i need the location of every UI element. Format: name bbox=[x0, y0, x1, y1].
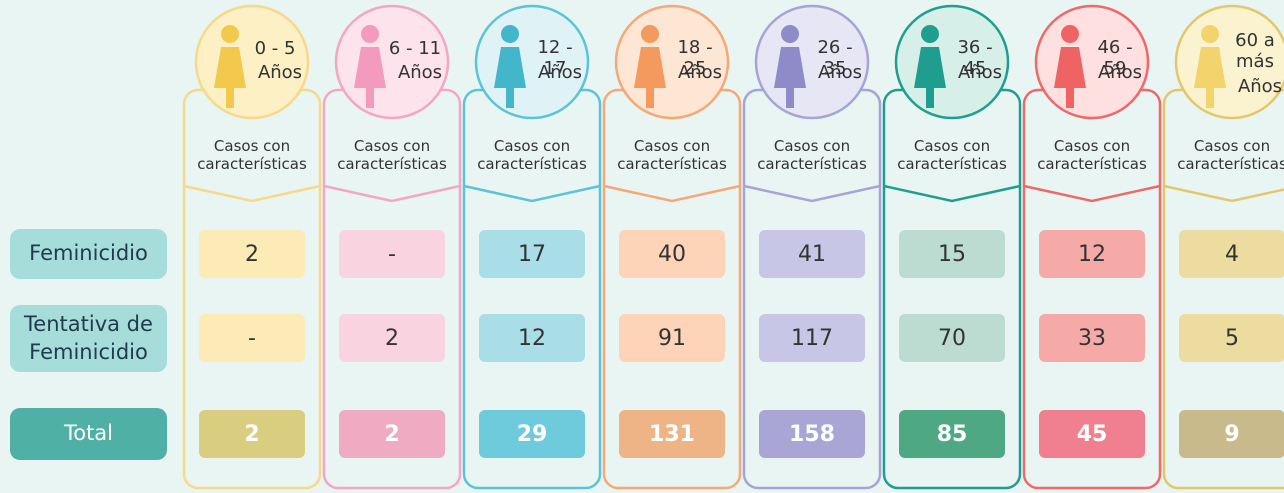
cell-value: 40 bbox=[619, 230, 725, 278]
cell-value: 41 bbox=[759, 230, 865, 278]
column-header: Casos con características bbox=[897, 137, 1007, 173]
cell-value: 91 bbox=[619, 314, 725, 362]
column-header: Casos con características bbox=[1177, 137, 1284, 173]
header-divider bbox=[1163, 184, 1284, 203]
figure-head bbox=[641, 25, 659, 43]
age-range: 12 - 17 bbox=[537, 37, 573, 78]
header-divider bbox=[463, 184, 601, 203]
column-header: Casos con características bbox=[1037, 137, 1147, 173]
figure-head bbox=[1201, 25, 1219, 43]
figure-head bbox=[921, 25, 939, 43]
header-divider bbox=[183, 184, 321, 203]
figure-head bbox=[781, 25, 799, 43]
cell-value: 33 bbox=[1039, 314, 1145, 362]
age-unit: Años bbox=[397, 61, 443, 83]
age-unit: Años bbox=[1237, 75, 1283, 97]
age-range: 6 - 11 bbox=[388, 37, 442, 59]
row-label: Tentativa de Feminicidio bbox=[10, 305, 167, 372]
column-header: Casos con características bbox=[757, 137, 867, 173]
column-header: Casos con características bbox=[197, 137, 307, 173]
figure-body bbox=[354, 47, 386, 108]
cell-value: 2 bbox=[199, 410, 305, 458]
cell-value: 117 bbox=[759, 314, 865, 362]
header-divider bbox=[1023, 184, 1161, 203]
figure-body bbox=[1054, 47, 1086, 108]
cell-value: 2 bbox=[339, 314, 445, 362]
figure-body bbox=[1194, 47, 1226, 108]
cell-value: 2 bbox=[199, 230, 305, 278]
figure-body bbox=[214, 47, 246, 108]
figure-body bbox=[494, 47, 526, 108]
age-range: 60 a más bbox=[1235, 30, 1275, 72]
age-unit: Años bbox=[537, 61, 583, 83]
cell-value: 15 bbox=[899, 230, 1005, 278]
age-range: 46 - 59 bbox=[1097, 37, 1133, 78]
age-unit: Años bbox=[257, 61, 303, 83]
header-divider bbox=[743, 184, 881, 203]
age-range: 26 - 35 bbox=[817, 37, 853, 78]
cell-value: 4 bbox=[1179, 230, 1284, 278]
cell-value: 85 bbox=[899, 410, 1005, 458]
figure-body bbox=[774, 47, 806, 108]
figure-head bbox=[361, 25, 379, 43]
age-unit: Años bbox=[677, 61, 723, 83]
cell-value: 12 bbox=[1039, 230, 1145, 278]
age-range: 36 - 45 bbox=[957, 37, 993, 78]
figure-head bbox=[221, 25, 239, 43]
cell-value: 45 bbox=[1039, 410, 1145, 458]
age-range: 0 - 5 bbox=[254, 37, 296, 59]
figure-body bbox=[914, 47, 946, 108]
figure-body bbox=[634, 47, 666, 108]
header-divider bbox=[883, 184, 1021, 203]
figure-head bbox=[501, 25, 519, 43]
column-header: Casos con características bbox=[337, 137, 447, 173]
column-header: Casos con características bbox=[617, 137, 727, 173]
age-unit: Años bbox=[817, 61, 863, 83]
cell-value: - bbox=[339, 230, 445, 278]
cell-value: 2 bbox=[339, 410, 445, 458]
age-range: 18 - 25 bbox=[677, 37, 713, 78]
age-unit: Años bbox=[1097, 61, 1143, 83]
header-divider bbox=[323, 184, 461, 203]
cell-value: 131 bbox=[619, 410, 725, 458]
cell-value: 9 bbox=[1179, 410, 1284, 458]
cell-value: 17 bbox=[479, 230, 585, 278]
cell-value: 12 bbox=[479, 314, 585, 362]
header-divider bbox=[603, 184, 741, 203]
row-label: Feminicidio bbox=[10, 229, 167, 279]
row-label: Total bbox=[10, 408, 167, 460]
figure-head bbox=[1061, 25, 1079, 43]
cell-value: - bbox=[199, 314, 305, 362]
cell-value: 70 bbox=[899, 314, 1005, 362]
column-header: Casos con características bbox=[477, 137, 587, 173]
age-unit: Años bbox=[957, 61, 1003, 83]
cell-value: 29 bbox=[479, 410, 585, 458]
cell-value: 158 bbox=[759, 410, 865, 458]
cell-value: 5 bbox=[1179, 314, 1284, 362]
